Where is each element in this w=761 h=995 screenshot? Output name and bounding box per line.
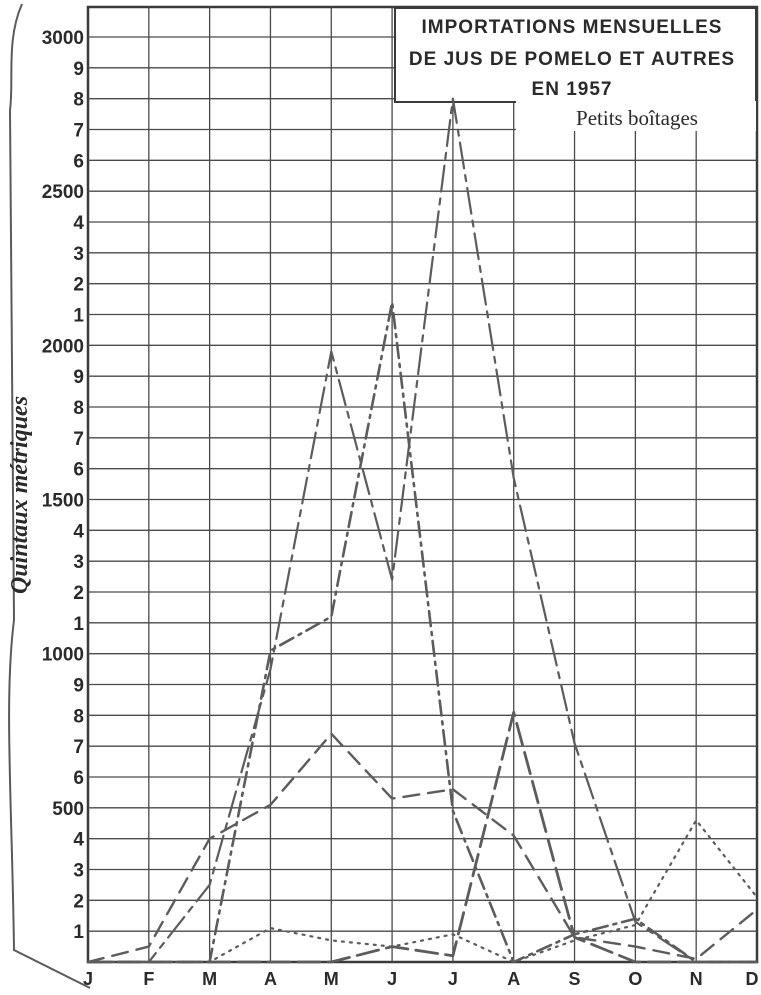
series-line-4-dotted (86, 819, 759, 964)
y-tick-label: 6 (73, 151, 84, 172)
y-tick-label: 7 (73, 737, 84, 758)
x-tick-label: J (448, 969, 458, 989)
y-tick-label: 3 (73, 552, 84, 573)
y-tick-label: 2 (73, 891, 84, 912)
series-line-3-long-short-dash (86, 97, 759, 964)
title-background (394, 7, 757, 103)
y-tick-label: 8 (73, 398, 84, 419)
y-axis-ticks: 1 2 3 4 500 6 7 8 9 1000 1 2 3 4 1500 6 7 8 9 2000 1 2 3 4 2500 6… (42, 28, 85, 943)
y-tick-label: 1 (73, 614, 84, 635)
y-tick-label: 500 (52, 799, 84, 820)
y-tick-label: 1 (73, 306, 84, 327)
plot-frame (86, 5, 759, 964)
y-tick-label: 1500 (42, 491, 84, 512)
x-tick-label: M (324, 969, 339, 989)
x-tick-label: S (569, 969, 581, 989)
y-tick-label: 3 (73, 861, 84, 882)
y-tick-label: 9 (73, 367, 84, 388)
y-tick-label: 9 (73, 59, 84, 80)
y-tick-label: 1000 (42, 645, 84, 666)
y-tick-label: 7 (73, 121, 84, 142)
x-tick-label: J (83, 969, 93, 989)
y-tick-label: 3000 (42, 28, 84, 49)
series-line-5-long-dash (86, 710, 759, 964)
series (86, 97, 759, 964)
subtitle-background (516, 101, 756, 131)
y-tick-label: 8 (73, 90, 84, 111)
chart-title-line-2: DE JUS DE POMELO ET AUTRES (409, 49, 735, 70)
y-tick-label: 4 (73, 521, 84, 542)
series-line-2-dash-dot (86, 300, 759, 964)
x-tick-label: F (143, 969, 154, 989)
x-tick-label: J (387, 969, 397, 989)
y-tick-label: 6 (73, 460, 84, 481)
y-tick-label: 2 (73, 275, 84, 296)
y-tick-label: 4 (73, 213, 84, 234)
chart-title-line-3: EN 1957 (532, 79, 613, 100)
series-line-1-dashed (86, 732, 759, 964)
x-tick-label: O (628, 969, 642, 989)
y-tick-label: 8 (73, 706, 84, 727)
y-tick-label: 4 (73, 830, 84, 851)
x-tick-label: A (264, 969, 277, 989)
y-tick-label: 9 (73, 676, 84, 697)
decorative-border (8, 3, 91, 989)
title-box: IMPORTATIONS MENSUELLES DE JUS DE POMELO… (394, 7, 757, 131)
y-tick-label: 2000 (42, 336, 84, 357)
grid (8, 3, 759, 989)
y-axis-label: Quintaux métriques (7, 396, 33, 594)
chart-title-line-1: IMPORTATIONS MENSUELLES (422, 17, 723, 38)
y-tick-label: 6 (73, 768, 84, 789)
y-tick-label: 2500 (42, 182, 84, 203)
x-tick-label: M (202, 969, 217, 989)
y-tick-label: 7 (73, 429, 84, 450)
x-tick-label: D (746, 969, 759, 989)
x-tick-label: N (690, 969, 703, 989)
y-tick-label: 3 (73, 244, 84, 265)
y-tick-label: 2 (73, 583, 84, 604)
y-tick-label: 1 (73, 922, 84, 943)
x-tick-label: A (507, 969, 520, 989)
chart-subtitle: Petits boîtages (576, 106, 698, 130)
